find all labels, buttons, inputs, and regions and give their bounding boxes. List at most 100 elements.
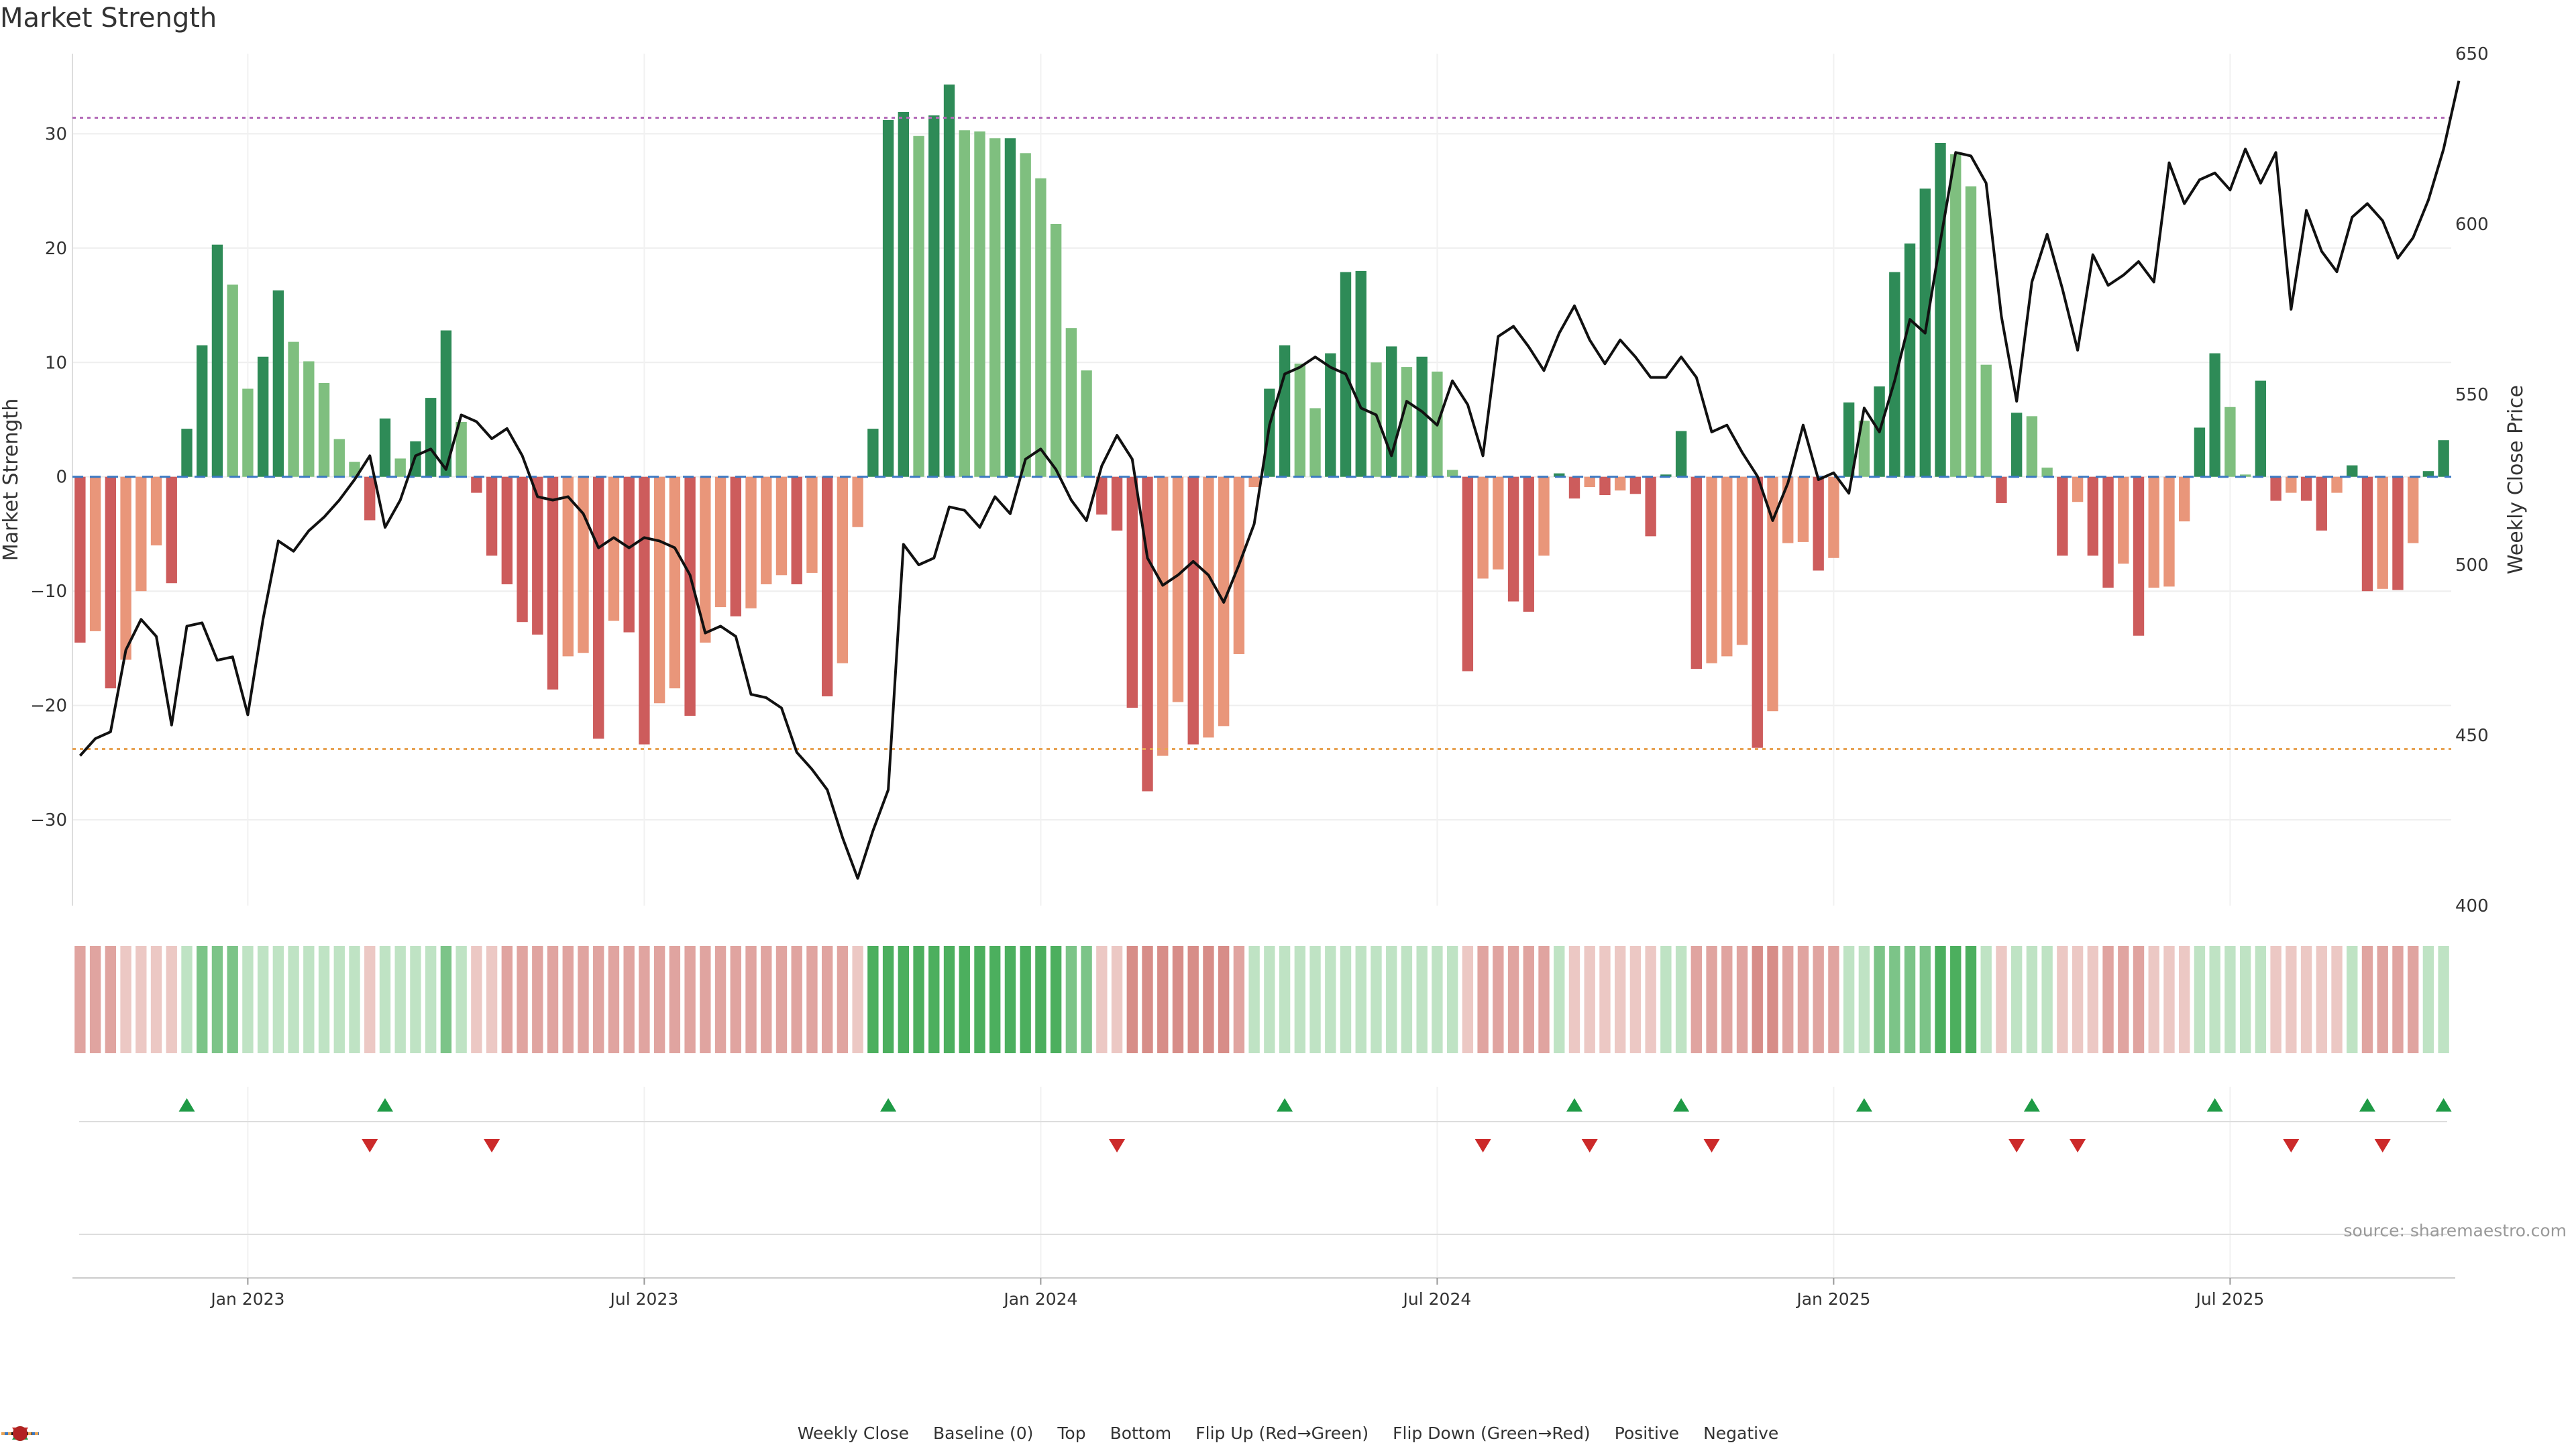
strength-bar (2300, 476, 2312, 501)
score-strip-cell (2270, 946, 2282, 1053)
strength-bar (959, 130, 970, 477)
score-strip-cell (486, 946, 498, 1053)
score-strip-cell (1706, 946, 1717, 1053)
strength-bar (197, 345, 208, 477)
score-strip-cell (1507, 946, 1519, 1053)
score-strip-cell (1309, 946, 1321, 1053)
flip-up-marker (2435, 1098, 2452, 1112)
flip-up-marker (178, 1098, 195, 1112)
strength-bar (333, 439, 345, 477)
score-strip-cell (1218, 946, 1230, 1053)
score-strip-cell (943, 946, 955, 1053)
score-strip-cell (1889, 946, 1900, 1053)
score-strip-cell (1126, 946, 1138, 1053)
score-strip-cell (959, 946, 970, 1053)
flip-down-marker (1703, 1139, 1720, 1152)
legend-item: Top (1, 1424, 1086, 1443)
strength-bar (136, 476, 147, 592)
score-strip-cell (1675, 946, 1687, 1053)
score-strip-cell (455, 946, 467, 1053)
strength-bar (2163, 476, 2175, 587)
strength-bar (1126, 476, 1138, 708)
score-strip-cell (333, 946, 345, 1053)
score-strip-cell (775, 946, 788, 1053)
flip-up-marker (880, 1098, 897, 1112)
y2-axis-title: Weekly Close Price (2504, 385, 2528, 574)
strength-bar (1507, 476, 1519, 602)
strength-bar (1325, 353, 1336, 477)
strength-bar (1309, 408, 1321, 477)
score-strip-cell (1325, 946, 1336, 1053)
score-strip-cell (1233, 946, 1245, 1053)
score-strip-cell (653, 946, 665, 1053)
strength-bar (455, 421, 467, 477)
strength-bar (211, 244, 223, 477)
score-strip-cell (1629, 946, 1642, 1053)
score-strip-cell (1248, 946, 1260, 1053)
score-strip-cell (593, 946, 604, 1053)
score-strip-cell (1554, 946, 1565, 1053)
legend-label: Positive (1614, 1424, 1680, 1443)
score-strip-cell (1340, 946, 1352, 1053)
strength-bar (288, 341, 299, 477)
score-strip-cell (2377, 946, 2388, 1053)
score-strip-cell (2300, 946, 2312, 1053)
score-strip-cell (364, 946, 376, 1053)
strength-bar (425, 398, 437, 477)
score-strip-cell (74, 946, 86, 1053)
legend-swatch (13, 1426, 28, 1441)
score-strip-cell (501, 946, 513, 1053)
score-strip-cell (1401, 946, 1413, 1053)
y2-tick-label: 450 (2455, 726, 2489, 746)
score-strip-cell (1843, 946, 1855, 1053)
strength-bar (730, 476, 741, 616)
strength-bar (1462, 476, 1474, 672)
score-strip-cell (1203, 946, 1214, 1053)
score-strip-cell (1172, 946, 1184, 1053)
score-strip-cell (2194, 946, 2206, 1053)
score-strip-cell (1538, 946, 1550, 1053)
strength-bar (700, 476, 711, 643)
score-strip-cell (821, 946, 833, 1053)
strength-bar (1386, 346, 1397, 477)
score-strip-cell (913, 946, 924, 1053)
score-strip-cell (89, 946, 101, 1053)
strength-bar (1172, 476, 1184, 702)
score-strip-cell (1386, 946, 1397, 1053)
strength-bar (2422, 471, 2434, 477)
flip-down-marker (2374, 1139, 2391, 1152)
flip-up-marker (1673, 1098, 1690, 1112)
score-strip-cell (1828, 946, 1839, 1053)
strength-bar (257, 356, 269, 477)
score-strip-cell (1904, 946, 1916, 1053)
score-strip-cell (1919, 946, 1931, 1053)
strength-bar (1279, 345, 1291, 477)
strength-bar (669, 476, 681, 689)
score-strip-cell (1690, 946, 1703, 1053)
score-strip-cell (745, 946, 757, 1053)
score-strip-cell (837, 946, 849, 1053)
strength-bar (1477, 476, 1489, 579)
legend-item: Flip Up (Red→Green) (12, 1424, 1368, 1443)
score-strip-cell (1142, 946, 1153, 1053)
strength-bar (2194, 427, 2206, 477)
score-strip-cell (1935, 946, 1946, 1053)
score-strip-cell (1050, 946, 1062, 1053)
strength-bar (1050, 224, 1062, 477)
score-strip-cell (700, 946, 711, 1053)
score-strip-cell (1446, 946, 1458, 1053)
flip-up-marker (2359, 1098, 2375, 1112)
score-strip-cell (150, 946, 162, 1053)
legend-label: Flip Down (Green→Red) (1393, 1424, 1591, 1443)
score-strip-cell (1965, 946, 1977, 1053)
strength-bar (1950, 154, 1962, 477)
strength-bar (2255, 380, 2267, 477)
strength-bar (379, 418, 391, 477)
score-strip-cell (1371, 946, 1382, 1053)
score-strip-cell (867, 946, 879, 1053)
strength-bar (1752, 476, 1763, 748)
strength-bar (1629, 476, 1642, 494)
strength-bar (1493, 476, 1504, 570)
